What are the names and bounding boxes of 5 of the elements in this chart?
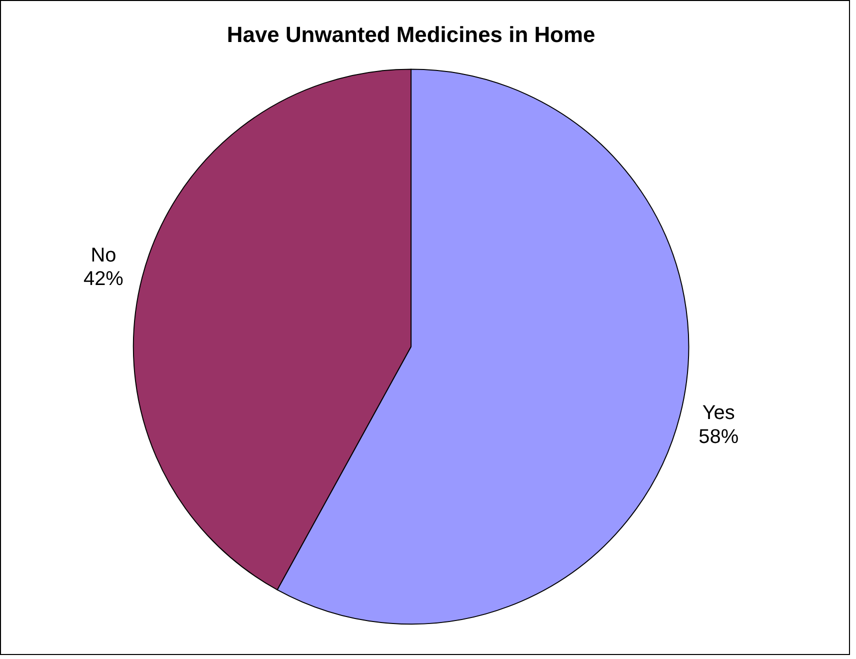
data-label: 58% (698, 426, 739, 448)
slice-label: No (90, 244, 116, 266)
chart-title: Have Unwanted Medicines in Home (226, 22, 596, 48)
slice-label: Yes (702, 402, 735, 424)
data-label: 42% (84, 268, 124, 290)
